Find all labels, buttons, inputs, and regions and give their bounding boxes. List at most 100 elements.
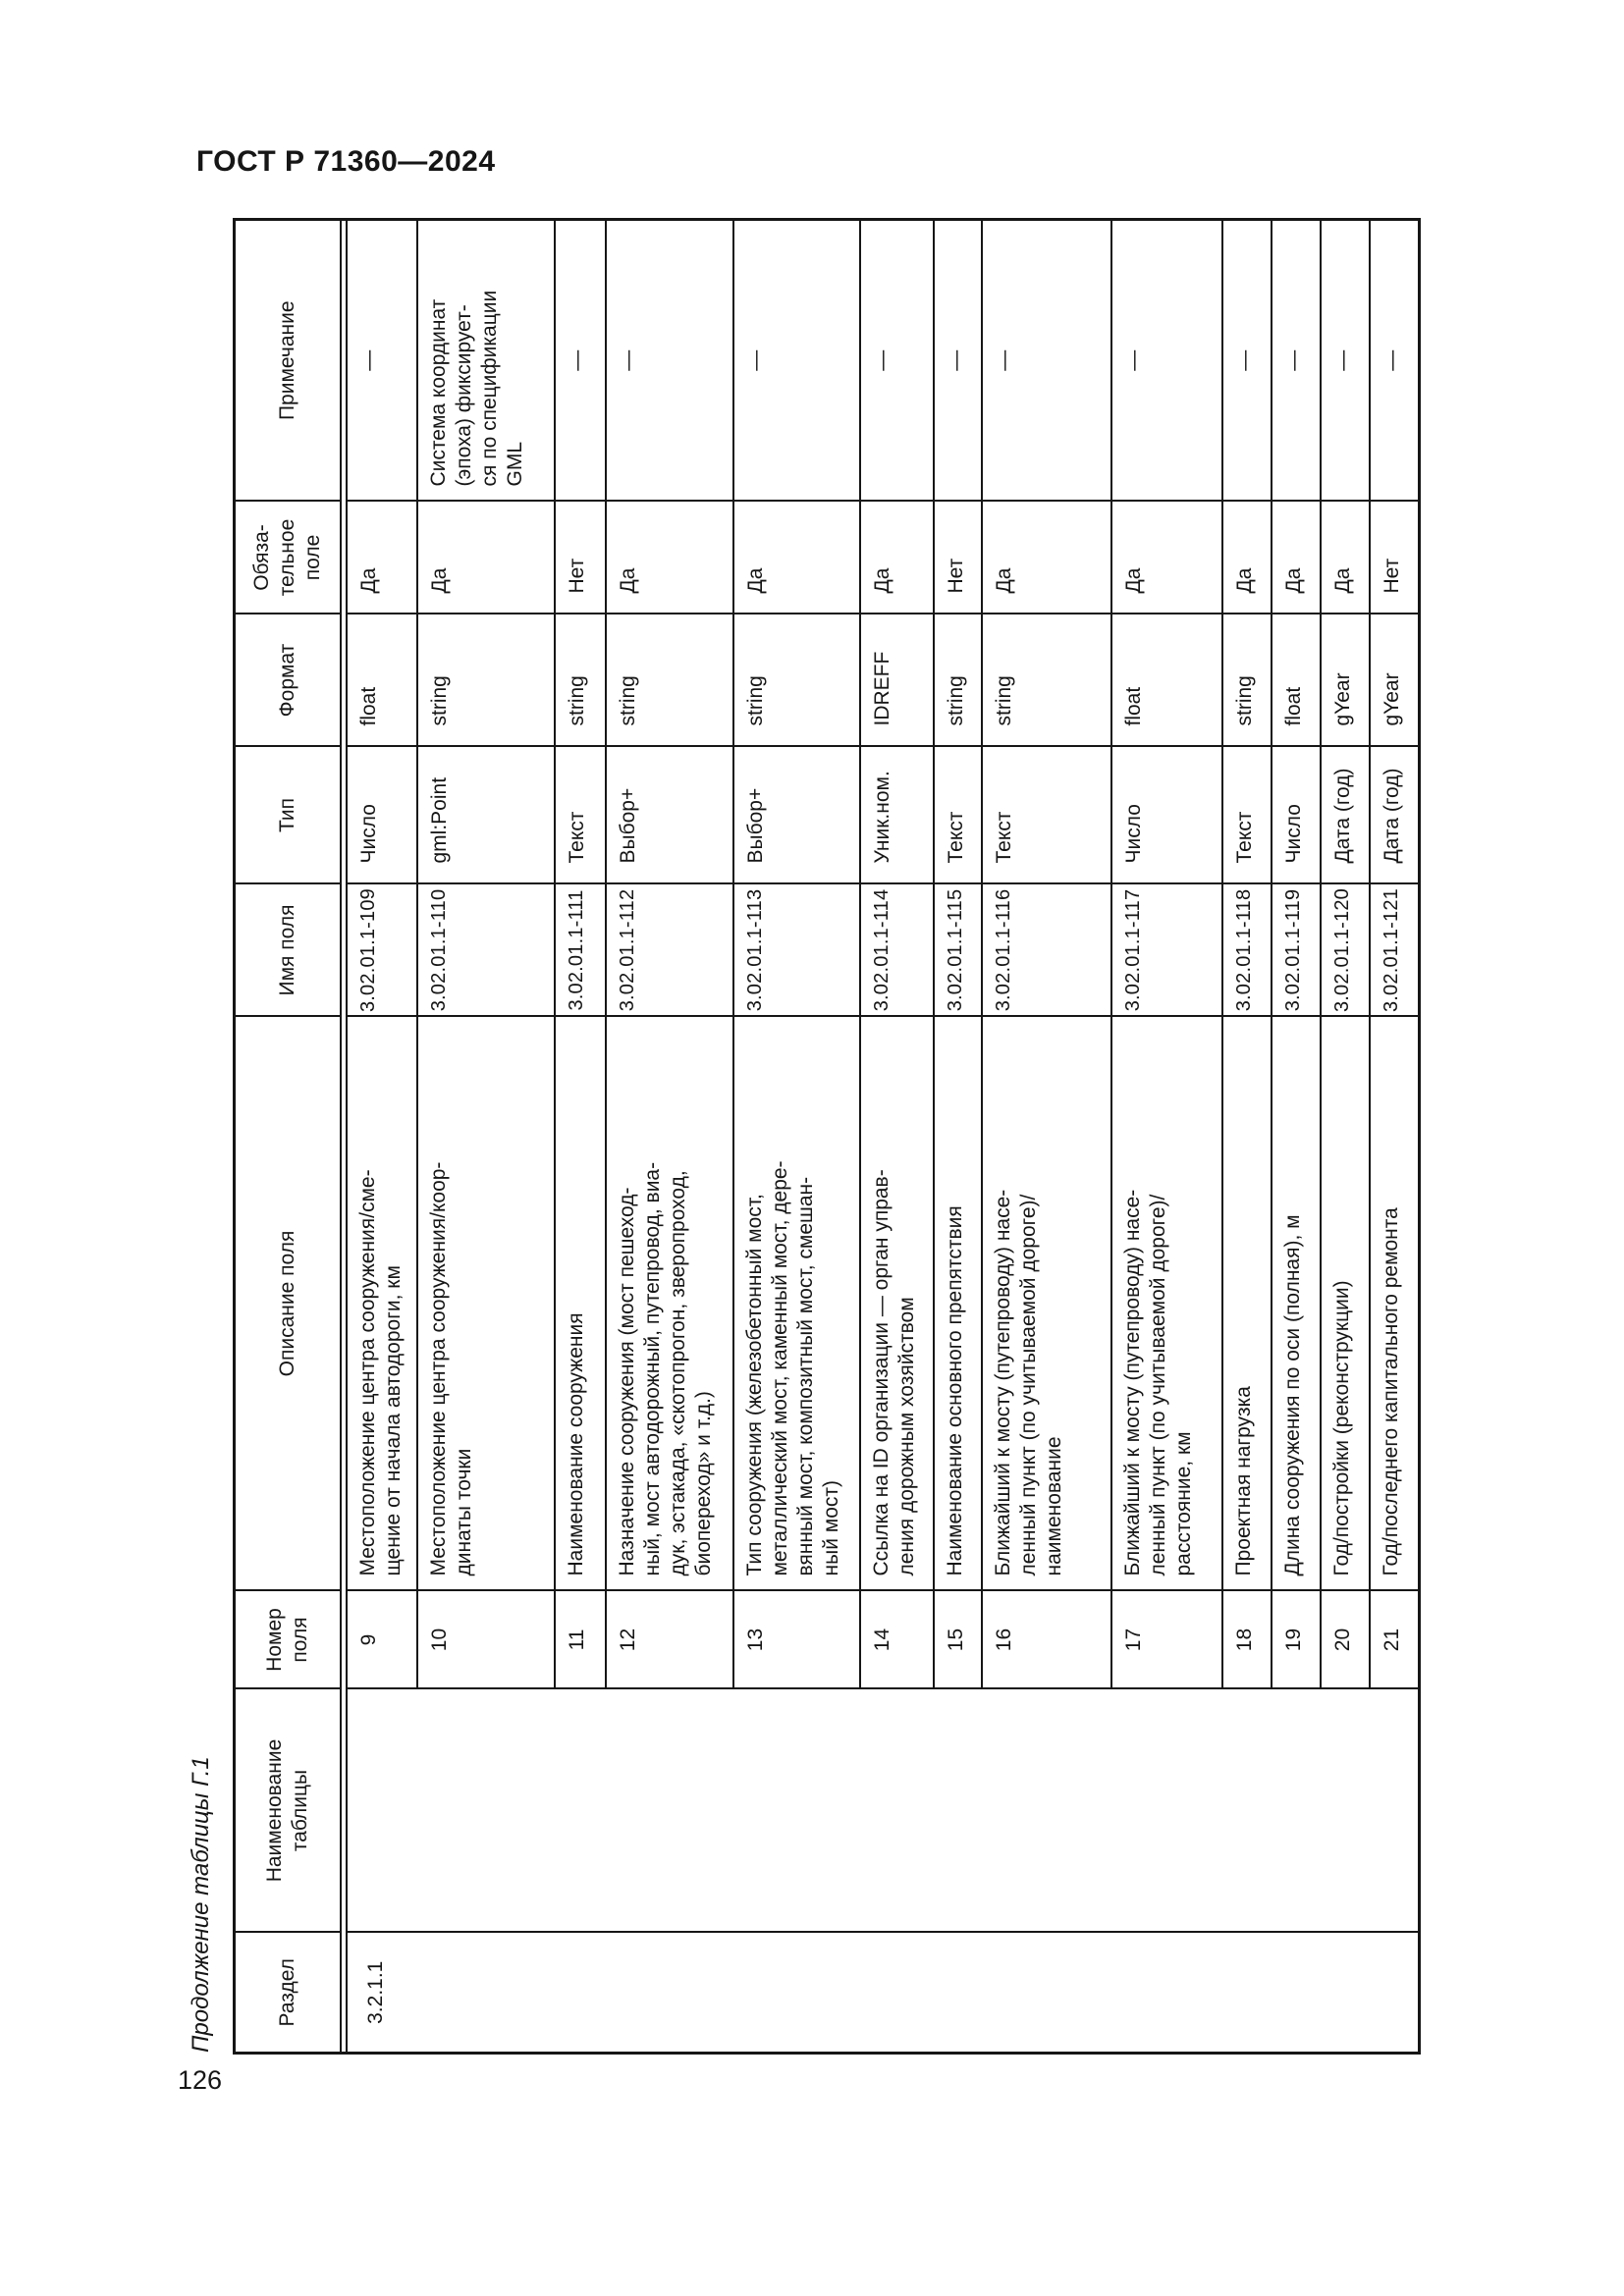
cell-type: Текст bbox=[934, 746, 982, 884]
cell-required: Да bbox=[860, 501, 934, 614]
cell-required: Нет bbox=[555, 501, 606, 614]
cell-field-number: 10 bbox=[417, 1590, 555, 1689]
cell-field-name: 3.02.01.1-114 bbox=[860, 883, 934, 1017]
cell-type: Число bbox=[347, 746, 417, 884]
cell-field-description: Местоположение центра сооружения/коор- д… bbox=[417, 1016, 555, 1591]
cell-field-name: 3.02.01.1-111 bbox=[555, 883, 606, 1017]
cell-field-description: Год/постройки (реконструкции) bbox=[1321, 1016, 1370, 1591]
cell-note: — bbox=[1321, 219, 1370, 502]
cell-format: IDREFF bbox=[860, 614, 934, 747]
cell-required: Да bbox=[1272, 501, 1321, 614]
cell-note: — bbox=[606, 219, 733, 502]
table-continuation-caption: Продолжение таблицы Г.1 bbox=[188, 1756, 214, 2053]
cell-format: string bbox=[555, 614, 606, 747]
col-header-required: Обяза- тельное поле bbox=[234, 501, 341, 614]
cell-field-description: Ближайший к мосту (путепроводу) насе- ле… bbox=[982, 1016, 1111, 1591]
col-header-type: Тип bbox=[234, 746, 341, 884]
cell-note: Система координат (эпоха) фиксирует- ся … bbox=[417, 219, 555, 502]
cell-field-number: 13 bbox=[733, 1590, 860, 1689]
cell-field-number: 15 bbox=[934, 1590, 982, 1689]
cell-field-description: Ближайший к мосту (путепроводу) насе- ле… bbox=[1111, 1016, 1222, 1591]
cell-type: Дата (год) bbox=[1370, 746, 1419, 884]
cell-field-name: 3.02.01.1-116 bbox=[982, 883, 1111, 1017]
cell-field-name: 3.02.01.1-109 bbox=[347, 883, 417, 1017]
cell-format: string bbox=[417, 614, 555, 747]
cell-required: Да bbox=[1111, 501, 1222, 614]
cell-type: Текст bbox=[555, 746, 606, 884]
cell-note: — bbox=[1272, 219, 1321, 502]
col-header-field-description: Описание поля bbox=[234, 1016, 341, 1591]
cell-field-name: 3.02.01.1-113 bbox=[733, 883, 860, 1017]
table-name-value-cell bbox=[347, 1688, 1419, 1933]
col-header-section: Раздел bbox=[234, 1932, 341, 2054]
cell-field-description: Тип сооружения (железобетонный мост, мет… bbox=[733, 1016, 860, 1591]
cell-field-description: Длина сооружения по оси (полная), м bbox=[1272, 1016, 1321, 1591]
cell-field-description: Ссылка на ID организации — орган управ- … bbox=[860, 1016, 934, 1591]
cell-field-number: 20 bbox=[1321, 1590, 1370, 1689]
cell-required: Нет bbox=[934, 501, 982, 614]
cell-type: Уник.ном. bbox=[860, 746, 934, 884]
cell-field-number: 9 bbox=[347, 1590, 417, 1689]
cell-required: Да bbox=[347, 501, 417, 614]
cell-note: — bbox=[982, 219, 1111, 502]
cell-note: — bbox=[860, 219, 934, 502]
cell-field-name: 3.02.01.1-112 bbox=[606, 883, 733, 1017]
cell-field-description: Год/последнего капитального ремонта bbox=[1370, 1016, 1419, 1591]
cell-format: float bbox=[1111, 614, 1222, 747]
cell-format: string bbox=[934, 614, 982, 747]
cell-type: Число bbox=[1111, 746, 1222, 884]
col-header-note: Примечание bbox=[234, 219, 341, 502]
cell-required: Нет bbox=[1370, 501, 1419, 614]
cell-format: gYear bbox=[1321, 614, 1370, 747]
col-header-field-number: Номер поля bbox=[234, 1590, 341, 1689]
cell-field-number: 11 bbox=[555, 1590, 606, 1689]
cell-note: — bbox=[555, 219, 606, 502]
cell-format: string bbox=[733, 614, 860, 747]
cell-type: Дата (год) bbox=[1321, 746, 1370, 884]
cell-type: Текст bbox=[982, 746, 1111, 884]
cell-required: Да bbox=[606, 501, 733, 614]
cell-field-name: 3.02.01.1-120 bbox=[1321, 883, 1370, 1017]
cell-field-number: 16 bbox=[982, 1590, 1111, 1689]
cell-field-number: 17 bbox=[1111, 1590, 1222, 1689]
cell-field-description: Наименование основного препятствия bbox=[934, 1016, 982, 1591]
cell-field-description: Местоположение центра сооружения/сме- ще… bbox=[347, 1016, 417, 1591]
cell-field-description: Назначение сооружения (мост пешеход- ный… bbox=[606, 1016, 733, 1591]
table-g1-continuation: Раздел Наименование таблицы Номер поля О… bbox=[233, 218, 1421, 2055]
cell-field-name: 3.02.01.1-117 bbox=[1111, 883, 1222, 1017]
cell-type: Текст bbox=[1222, 746, 1272, 884]
cell-note: — bbox=[1222, 219, 1272, 502]
cell-required: Да bbox=[982, 501, 1111, 614]
standard-code-header: ГОСТ Р 71360—2024 bbox=[196, 145, 496, 178]
cell-type: gml:Point bbox=[417, 746, 555, 884]
cell-type: Число bbox=[1272, 746, 1321, 884]
cell-type: Выбор+ bbox=[733, 746, 860, 884]
cell-format: string bbox=[1222, 614, 1272, 747]
rotated-table-area: Продолжение таблицы Г.1 Раздел Наименова… bbox=[188, 218, 1421, 2055]
cell-required: Да bbox=[733, 501, 860, 614]
cell-field-name: 3.02.01.1-118 bbox=[1222, 883, 1272, 1017]
cell-field-name: 3.02.01.1-119 bbox=[1272, 883, 1321, 1017]
col-header-field-name: Имя поля bbox=[234, 883, 341, 1017]
page-number: 126 bbox=[178, 2065, 223, 2095]
cell-required: Да bbox=[417, 501, 555, 614]
cell-format: gYear bbox=[1370, 614, 1419, 747]
col-header-table-name: Наименование таблицы bbox=[234, 1688, 341, 1933]
col-header-format: Формат bbox=[234, 614, 341, 747]
cell-field-name: 3.02.01.1-110 bbox=[417, 883, 555, 1017]
cell-note: — bbox=[347, 219, 417, 502]
cell-note: — bbox=[1370, 219, 1419, 502]
cell-type: Выбор+ bbox=[606, 746, 733, 884]
cell-note: — bbox=[1111, 219, 1222, 502]
cell-note: — bbox=[733, 219, 860, 502]
cell-field-number: 14 bbox=[860, 1590, 934, 1689]
cell-format: float bbox=[1272, 614, 1321, 747]
header-row: Раздел Наименование таблицы Номер поля О… bbox=[234, 219, 341, 2054]
section-value-cell: 3.2.1.1 bbox=[347, 1932, 1419, 2054]
cell-field-number: 12 bbox=[606, 1590, 733, 1689]
cell-field-number: 19 bbox=[1272, 1590, 1321, 1689]
cell-field-number: 21 bbox=[1370, 1590, 1419, 1689]
cell-format: string bbox=[982, 614, 1111, 747]
cell-required: Да bbox=[1321, 501, 1370, 614]
